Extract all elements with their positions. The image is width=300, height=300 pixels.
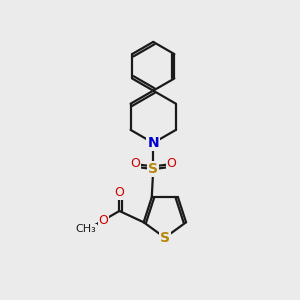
Text: O: O xyxy=(98,214,108,227)
Text: O: O xyxy=(130,157,140,170)
Text: O: O xyxy=(167,157,177,170)
Text: CH₃: CH₃ xyxy=(76,224,96,234)
Text: O: O xyxy=(115,186,124,199)
Text: S: S xyxy=(160,231,170,245)
Text: S: S xyxy=(148,162,158,176)
Text: N: N xyxy=(147,136,159,150)
